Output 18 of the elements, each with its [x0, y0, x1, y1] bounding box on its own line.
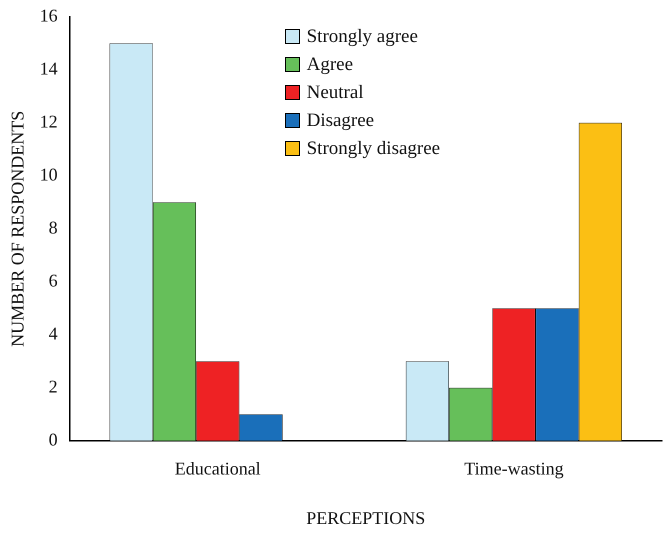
- x-axis-title: PERCEPTIONS: [306, 508, 426, 528]
- y-tick-label: 8: [48, 218, 58, 238]
- y-axis-title: NUMBER OF RESPONDENTS: [8, 110, 28, 347]
- legend-label: Disagree: [306, 110, 374, 132]
- y-tick-label: 4: [48, 324, 58, 344]
- legend-label: Strongly disagree: [306, 138, 440, 160]
- y-tick-label: 2: [48, 376, 58, 397]
- x-tick-label: Time-wasting: [464, 458, 564, 478]
- y-tick-label: 10: [40, 164, 58, 185]
- legend-label: Strongly agree: [306, 26, 418, 48]
- legend-label: Neutral: [306, 82, 364, 104]
- y-tick-label: 16: [40, 6, 58, 26]
- y-tick-label: 14: [40, 58, 58, 79]
- y-tick-label: 12: [40, 112, 58, 132]
- y-tick-label: 0: [48, 430, 58, 450]
- x-tick-label: Educational: [174, 458, 261, 478]
- y-tick-label: 6: [48, 270, 58, 291]
- legend-label: Agree: [306, 54, 354, 76]
